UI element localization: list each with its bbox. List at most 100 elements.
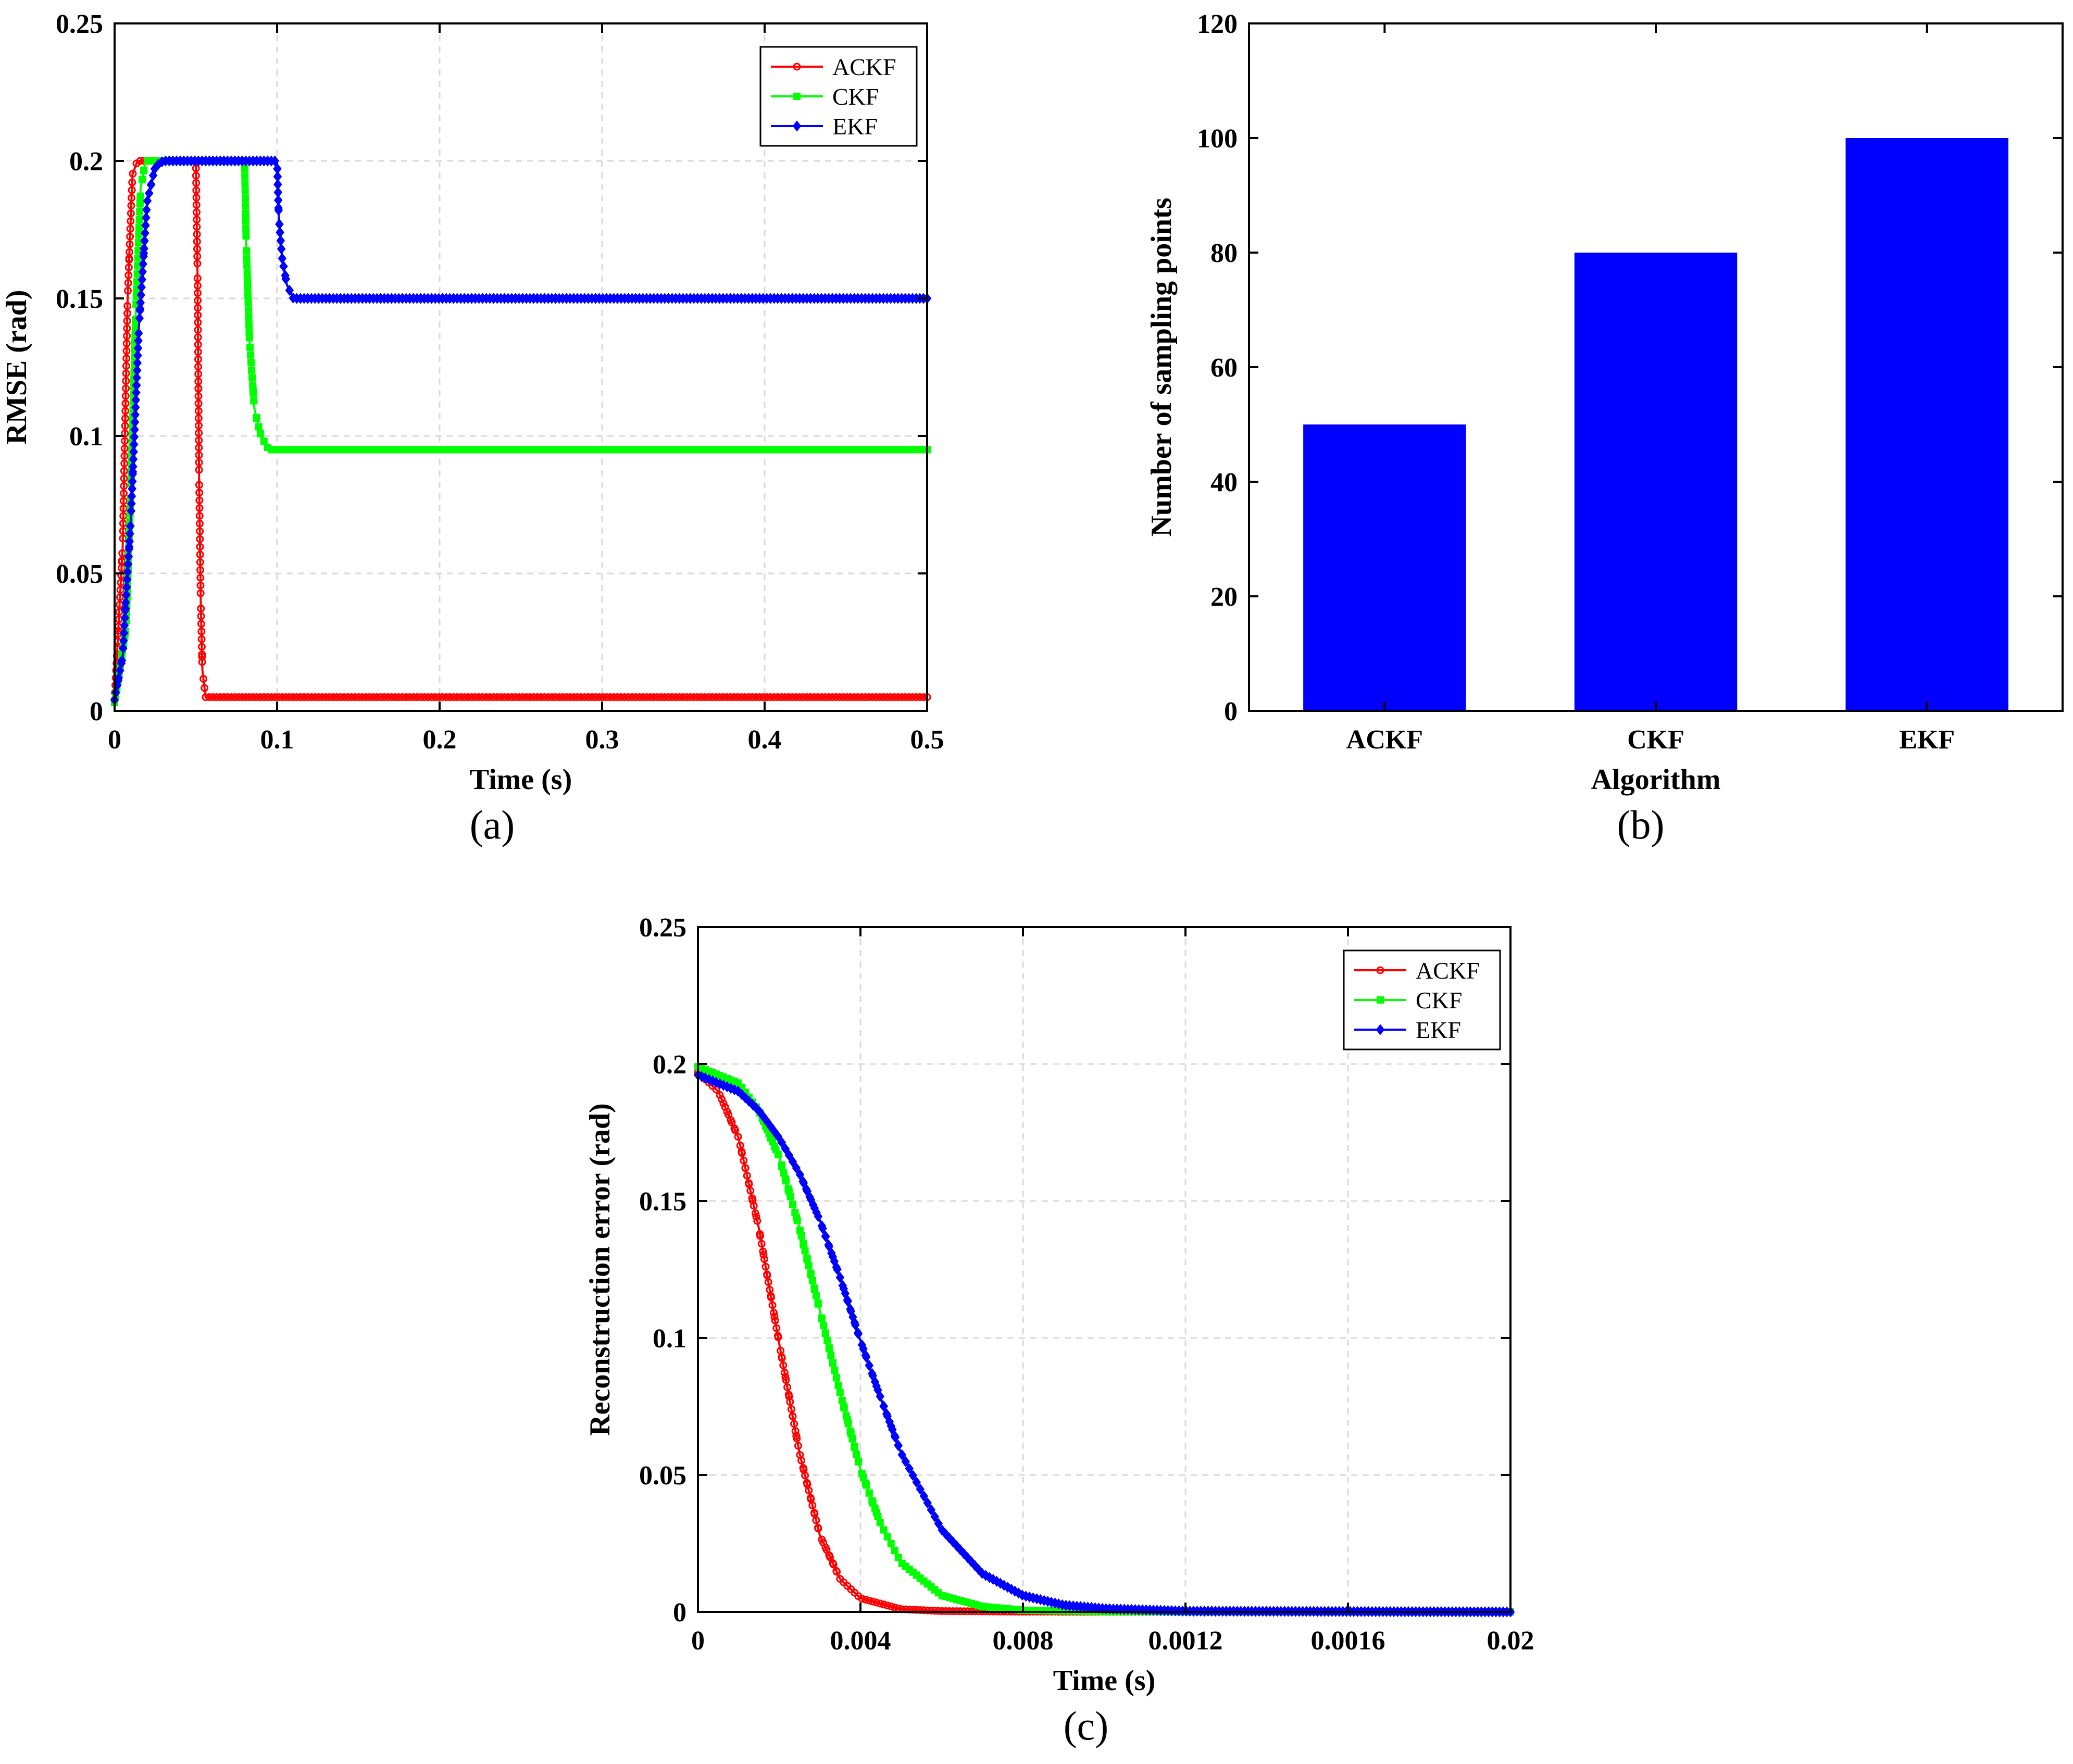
- series-marker: [129, 439, 139, 450]
- series-marker: [841, 1287, 850, 1299]
- legend-label: EKF: [1416, 1017, 1461, 1043]
- series-marker: [142, 204, 151, 216]
- series-marker: [134, 328, 143, 339]
- series-marker: [114, 672, 123, 684]
- series-marker: [522, 693, 530, 702]
- series-marker: [515, 693, 523, 702]
- x-tick-label: 0.0012: [1148, 1626, 1223, 1656]
- series-marker: [197, 635, 206, 643]
- y-tick-label: 0.2: [653, 1050, 686, 1080]
- series-marker: [315, 693, 323, 702]
- series-marker: [786, 1193, 794, 1200]
- series-marker: [805, 1262, 813, 1270]
- series-marker: [791, 1427, 800, 1435]
- series-marker: [792, 1162, 801, 1174]
- series-marker: [197, 604, 205, 612]
- series-marker: [138, 266, 147, 278]
- series-marker: [413, 693, 421, 702]
- series-marker: [362, 693, 370, 702]
- series-marker: [679, 693, 687, 702]
- legend-entry-ackf: ACKF: [1354, 957, 1480, 984]
- series-marker: [660, 693, 669, 702]
- legend-label: EKF: [832, 113, 878, 140]
- series-marker: [912, 693, 920, 702]
- series-marker: [198, 658, 206, 666]
- series-marker: [244, 277, 252, 284]
- series-marker: [843, 693, 851, 702]
- series-marker: [120, 489, 128, 497]
- series-marker: [832, 693, 840, 702]
- series-marker: [888, 1424, 897, 1435]
- series-marker: [120, 482, 128, 490]
- series-marker: [814, 1299, 822, 1307]
- series-marker: [141, 227, 149, 239]
- series-marker: [885, 1416, 894, 1428]
- series-marker: [584, 693, 592, 702]
- series-marker: [475, 693, 483, 702]
- series-marker: [242, 693, 250, 702]
- series-marker: [763, 1270, 771, 1279]
- series-marker: [497, 693, 505, 702]
- series-marker: [770, 1309, 778, 1317]
- series-marker: [435, 693, 443, 702]
- series-marker: [752, 1212, 760, 1221]
- series-marker: [333, 693, 341, 702]
- series-marker: [194, 407, 203, 415]
- series-marker: [146, 179, 156, 190]
- series-marker: [671, 693, 680, 702]
- series-marker: [125, 248, 133, 256]
- series-marker: [124, 264, 133, 272]
- series-marker: [135, 312, 144, 324]
- series-marker: [125, 256, 133, 264]
- series-marker: [133, 357, 142, 369]
- series-marker: [115, 608, 123, 616]
- series-marker: [848, 1311, 857, 1323]
- series-marker: [923, 1606, 932, 1615]
- series-marker: [784, 1391, 793, 1399]
- series-marker: [121, 414, 129, 422]
- series-marker: [743, 1171, 751, 1180]
- series-marker: [919, 1490, 928, 1502]
- series-marker: [119, 627, 129, 639]
- series-marker: [752, 693, 760, 702]
- series-marker: [738, 1149, 746, 1157]
- series-marker: [870, 1376, 880, 1387]
- y-tick-label: 0: [673, 1598, 686, 1628]
- series-marker: [536, 693, 545, 702]
- series-marker: [428, 693, 436, 702]
- series-marker: [872, 693, 880, 702]
- series-marker: [861, 693, 869, 702]
- series-marker: [752, 1209, 759, 1218]
- series-marker: [242, 217, 249, 225]
- series-marker: [779, 1361, 788, 1370]
- series-marker: [192, 171, 200, 180]
- series-marker: [128, 483, 136, 495]
- series-marker: [195, 466, 203, 474]
- series-marker: [260, 693, 268, 702]
- series-marker: [384, 693, 392, 702]
- series-marker: [810, 1509, 818, 1517]
- series-marker: [195, 429, 203, 437]
- series-marker: [193, 259, 202, 268]
- panel-caption: (a): [470, 802, 515, 847]
- series-marker: [196, 543, 204, 551]
- series-marker: [117, 657, 126, 669]
- series-marker: [526, 693, 534, 702]
- y-tick-label: 120: [1197, 9, 1238, 39]
- series-marker: [133, 350, 142, 361]
- x-tick-label: 0.1: [260, 725, 294, 755]
- series-marker: [740, 1156, 748, 1165]
- x-tick-label: 0.02: [1487, 1626, 1534, 1656]
- series-marker: [798, 1175, 807, 1187]
- series-marker: [606, 693, 614, 702]
- series-marker: [868, 1497, 876, 1505]
- series-marker: [865, 1359, 873, 1371]
- series-marker: [267, 693, 276, 702]
- bar-ackf: [1303, 424, 1466, 711]
- series-marker: [879, 693, 888, 702]
- series-marker: [722, 693, 731, 702]
- series-marker: [123, 302, 132, 310]
- x-tick-label: 0.3: [585, 725, 619, 755]
- series-marker: [833, 1568, 841, 1576]
- series-marker: [704, 693, 713, 702]
